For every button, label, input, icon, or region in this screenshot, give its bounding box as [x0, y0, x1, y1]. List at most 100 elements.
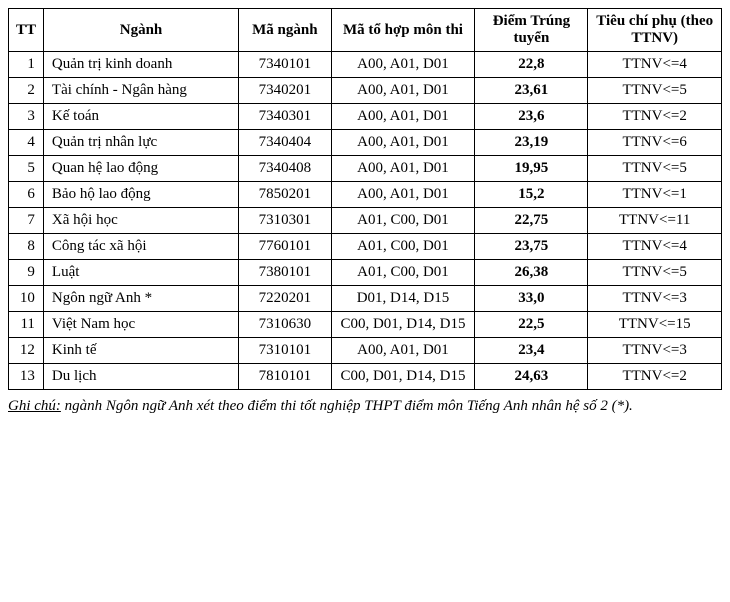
- cell-ttnv: TTNV<=6: [588, 130, 722, 156]
- cell-nganh: Quản trị kinh doanh: [43, 52, 238, 78]
- cell-tohop: C00, D01, D14, D15: [331, 364, 475, 390]
- cell-tt: 2: [9, 78, 44, 104]
- cell-ma: 7220201: [239, 286, 331, 312]
- table-row: 5Quan hệ lao động7340408A00, A01, D0119,…: [9, 156, 722, 182]
- table-row: 12Kinh tế7310101A00, A01, D0123,4TTNV<=3: [9, 338, 722, 364]
- cell-diem: 26,38: [475, 260, 588, 286]
- cell-nganh: Công tác xã hội: [43, 234, 238, 260]
- cell-nganh: Ngôn ngữ Anh *: [43, 286, 238, 312]
- footnote: Ghi chú: ngành Ngôn ngữ Anh xét theo điể…: [8, 396, 722, 416]
- cell-tohop: D01, D14, D15: [331, 286, 475, 312]
- cell-tt: 1: [9, 52, 44, 78]
- cell-ma: 7760101: [239, 234, 331, 260]
- admissions-table: TT Ngành Mã ngành Mã tổ hợp môn thi Điểm…: [8, 8, 722, 390]
- cell-nganh: Kinh tế: [43, 338, 238, 364]
- header-ma: Mã ngành: [239, 9, 331, 52]
- header-diem: Điểm Trúng tuyển: [475, 9, 588, 52]
- table-row: 4Quản trị nhân lực7340404A00, A01, D0123…: [9, 130, 722, 156]
- cell-ma: 7340404: [239, 130, 331, 156]
- cell-tohop: A00, A01, D01: [331, 156, 475, 182]
- cell-ma: 7340408: [239, 156, 331, 182]
- cell-diem: 23,19: [475, 130, 588, 156]
- header-tohop: Mã tổ hợp môn thi: [331, 9, 475, 52]
- cell-ma: 7340301: [239, 104, 331, 130]
- cell-ttnv: TTNV<=1: [588, 182, 722, 208]
- cell-ttnv: TTNV<=15: [588, 312, 722, 338]
- cell-nganh: Quản trị nhân lực: [43, 130, 238, 156]
- cell-tohop: A00, A01, D01: [331, 338, 475, 364]
- table-row: 7Xã hội học7310301A01, C00, D0122,75TTNV…: [9, 208, 722, 234]
- cell-ttnv: TTNV<=5: [588, 156, 722, 182]
- cell-diem: 23,6: [475, 104, 588, 130]
- cell-nganh: Tài chính - Ngân hàng: [43, 78, 238, 104]
- cell-nganh: Kế toán: [43, 104, 238, 130]
- table-row: 8Công tác xã hội7760101A01, C00, D0123,7…: [9, 234, 722, 260]
- cell-tohop: A01, C00, D01: [331, 234, 475, 260]
- cell-ma: 7310301: [239, 208, 331, 234]
- cell-ttnv: TTNV<=4: [588, 52, 722, 78]
- cell-nganh: Quan hệ lao động: [43, 156, 238, 182]
- cell-ttnv: TTNV<=2: [588, 364, 722, 390]
- header-ttnv: Tiêu chí phụ (theo TTNV): [588, 9, 722, 52]
- cell-ma: 7340201: [239, 78, 331, 104]
- cell-ttnv: TTNV<=4: [588, 234, 722, 260]
- cell-tohop: A01, C00, D01: [331, 208, 475, 234]
- footnote-lead: Ghi chú:: [8, 398, 61, 414]
- table-head: TT Ngành Mã ngành Mã tổ hợp môn thi Điểm…: [9, 9, 722, 52]
- cell-diem: 33,0: [475, 286, 588, 312]
- cell-tohop: A00, A01, D01: [331, 78, 475, 104]
- cell-diem: 19,95: [475, 156, 588, 182]
- cell-nganh: Luật: [43, 260, 238, 286]
- cell-tt: 4: [9, 130, 44, 156]
- cell-tohop: A01, C00, D01: [331, 260, 475, 286]
- cell-diem: 22,75: [475, 208, 588, 234]
- table-row: 10Ngôn ngữ Anh *7220201D01, D14, D1533,0…: [9, 286, 722, 312]
- cell-ma: 7380101: [239, 260, 331, 286]
- cell-tt: 3: [9, 104, 44, 130]
- cell-diem: 23,61: [475, 78, 588, 104]
- cell-ttnv: TTNV<=5: [588, 260, 722, 286]
- cell-ma: 7810101: [239, 364, 331, 390]
- cell-tt: 8: [9, 234, 44, 260]
- table-row: 13Du lịch7810101C00, D01, D14, D1524,63T…: [9, 364, 722, 390]
- cell-ma: 7850201: [239, 182, 331, 208]
- cell-nganh: Xã hội học: [43, 208, 238, 234]
- cell-ttnv: TTNV<=2: [588, 104, 722, 130]
- cell-diem: 23,75: [475, 234, 588, 260]
- cell-tt: 10: [9, 286, 44, 312]
- cell-ttnv: TTNV<=5: [588, 78, 722, 104]
- cell-tt: 6: [9, 182, 44, 208]
- cell-diem: 22,5: [475, 312, 588, 338]
- table-row: 6Bảo hộ lao động7850201A00, A01, D0115,2…: [9, 182, 722, 208]
- cell-tohop: A00, A01, D01: [331, 104, 475, 130]
- cell-ma: 7310101: [239, 338, 331, 364]
- cell-diem: 24,63: [475, 364, 588, 390]
- footnote-text: ngành Ngôn ngữ Anh xét theo điểm thi tốt…: [61, 398, 633, 414]
- table-row: 9Luật7380101A01, C00, D0126,38TTNV<=5: [9, 260, 722, 286]
- table-body: 1Quản trị kinh doanh7340101A00, A01, D01…: [9, 52, 722, 390]
- cell-tohop: A00, A01, D01: [331, 130, 475, 156]
- cell-tt: 13: [9, 364, 44, 390]
- cell-tohop: A00, A01, D01: [331, 52, 475, 78]
- cell-ma: 7340101: [239, 52, 331, 78]
- table-row: 2Tài chính - Ngân hàng7340201A00, A01, D…: [9, 78, 722, 104]
- cell-ttnv: TTNV<=3: [588, 286, 722, 312]
- cell-tt: 9: [9, 260, 44, 286]
- header-tt: TT: [9, 9, 44, 52]
- cell-nganh: Bảo hộ lao động: [43, 182, 238, 208]
- cell-tt: 11: [9, 312, 44, 338]
- cell-diem: 15,2: [475, 182, 588, 208]
- cell-diem: 23,4: [475, 338, 588, 364]
- cell-tohop: A00, A01, D01: [331, 182, 475, 208]
- cell-tt: 12: [9, 338, 44, 364]
- table-row: 1Quản trị kinh doanh7340101A00, A01, D01…: [9, 52, 722, 78]
- table-row: 11Việt Nam học7310630C00, D01, D14, D152…: [9, 312, 722, 338]
- cell-diem: 22,8: [475, 52, 588, 78]
- cell-nganh: Du lịch: [43, 364, 238, 390]
- cell-tt: 7: [9, 208, 44, 234]
- table-row: 3Kế toán7340301A00, A01, D0123,6TTNV<=2: [9, 104, 722, 130]
- cell-tohop: C00, D01, D14, D15: [331, 312, 475, 338]
- header-nganh: Ngành: [43, 9, 238, 52]
- cell-ttnv: TTNV<=3: [588, 338, 722, 364]
- header-row: TT Ngành Mã ngành Mã tổ hợp môn thi Điểm…: [9, 9, 722, 52]
